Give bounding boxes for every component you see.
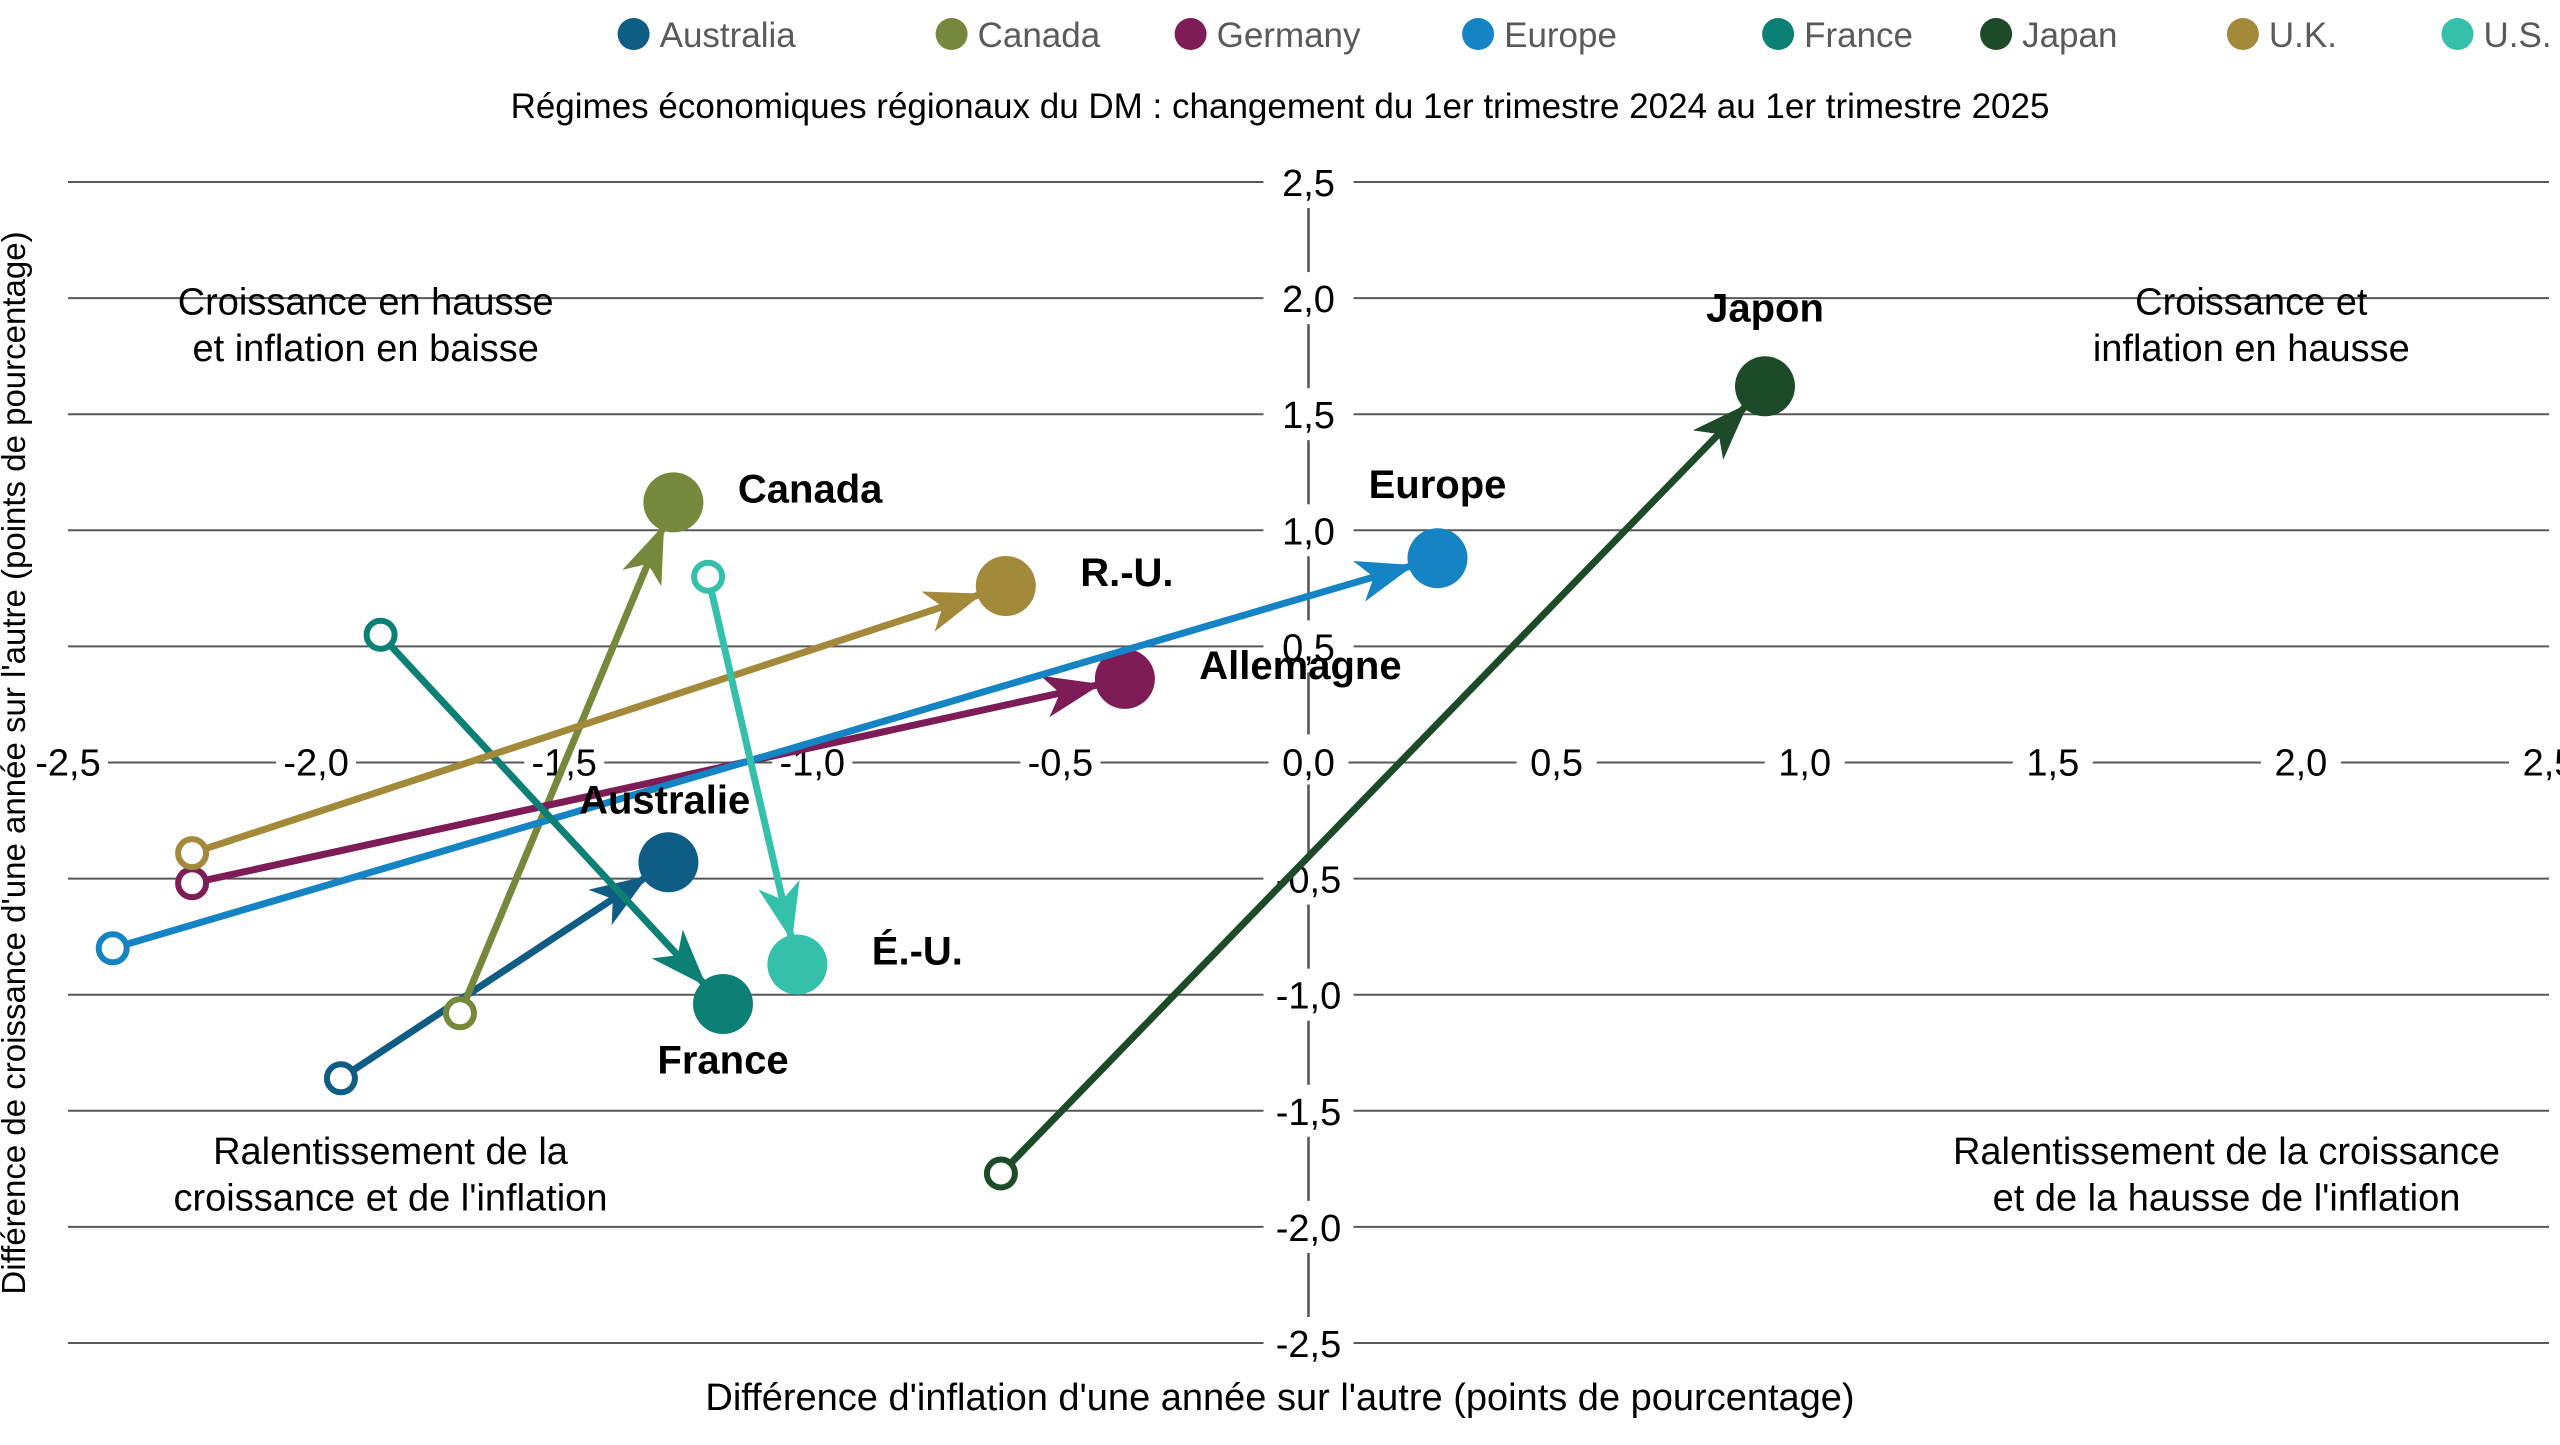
svg-text:Canada: Canada xyxy=(738,467,883,511)
svg-text:U.S.: U.S. xyxy=(2484,16,2552,55)
svg-text:Germany: Germany xyxy=(1217,16,1361,55)
svg-text:Ralentissement de la croissanc: Ralentissement de la croissance xyxy=(1953,1131,2500,1173)
svg-text:0,5: 0,5 xyxy=(1530,743,1583,785)
svg-text:2,0: 2,0 xyxy=(1282,279,1335,321)
svg-text:Ralentissement de la: Ralentissement de la xyxy=(213,1131,569,1173)
svg-text:Différence d'inflation d'une a: Différence d'inflation d'une année sur l… xyxy=(705,1377,1854,1419)
svg-text:Europe: Europe xyxy=(1504,16,1617,55)
svg-text:Croissance en hausse: Croissance en hausse xyxy=(178,281,554,323)
svg-text:-1,0: -1,0 xyxy=(1276,976,1341,1018)
svg-text:1,0: 1,0 xyxy=(1282,511,1335,553)
svg-text:-2,0: -2,0 xyxy=(283,743,348,785)
svg-text:croissance et de l'inflation: croissance et de l'inflation xyxy=(174,1178,608,1220)
svg-text:1,0: 1,0 xyxy=(1778,743,1831,785)
svg-text:France: France xyxy=(1804,16,1913,55)
svg-text:É.-U.: É.-U. xyxy=(872,929,963,974)
svg-text:-2,5: -2,5 xyxy=(35,743,100,785)
svg-text:-2,5: -2,5 xyxy=(1276,1324,1341,1366)
svg-text:France: France xyxy=(657,1039,788,1083)
svg-text:et de la hausse de l'inflation: et de la hausse de l'inflation xyxy=(1993,1178,2461,1220)
svg-text:Australie: Australie xyxy=(579,779,750,823)
svg-text:-0,5: -0,5 xyxy=(1028,743,1093,785)
svg-text:Australia: Australia xyxy=(660,16,797,55)
svg-text:Japon: Japon xyxy=(1706,286,1824,330)
svg-text:1,5: 1,5 xyxy=(2026,743,2079,785)
svg-text:inflation en hausse: inflation en hausse xyxy=(2093,328,2410,370)
svg-text:2,5: 2,5 xyxy=(2523,743,2560,785)
svg-text:Régimes économiques régionaux: Régimes économiques régionaux du DM : ch… xyxy=(511,87,2050,126)
svg-text:0,0: 0,0 xyxy=(1282,743,1335,785)
svg-text:Europe: Europe xyxy=(1369,463,1507,507)
svg-text:et inflation en baisse: et inflation en baisse xyxy=(192,328,538,370)
svg-text:Différence de croissance d'une: Différence de croissance d'une année sur… xyxy=(0,231,32,1294)
svg-text:Canada: Canada xyxy=(978,16,1101,55)
svg-text:Croissance et: Croissance et xyxy=(2135,281,2368,323)
svg-text:U.K.: U.K. xyxy=(2269,16,2337,55)
svg-text:2,5: 2,5 xyxy=(1282,163,1335,205)
svg-text:R.-U.: R.-U. xyxy=(1080,551,1173,595)
svg-text:1,5: 1,5 xyxy=(1282,395,1335,437)
svg-text:-2,0: -2,0 xyxy=(1276,1208,1341,1250)
svg-text:-1,5: -1,5 xyxy=(1276,1092,1341,1134)
svg-text:2,0: 2,0 xyxy=(2274,743,2327,785)
svg-text:Allemagne: Allemagne xyxy=(1199,644,1401,688)
svg-text:Japan: Japan xyxy=(2022,16,2117,55)
